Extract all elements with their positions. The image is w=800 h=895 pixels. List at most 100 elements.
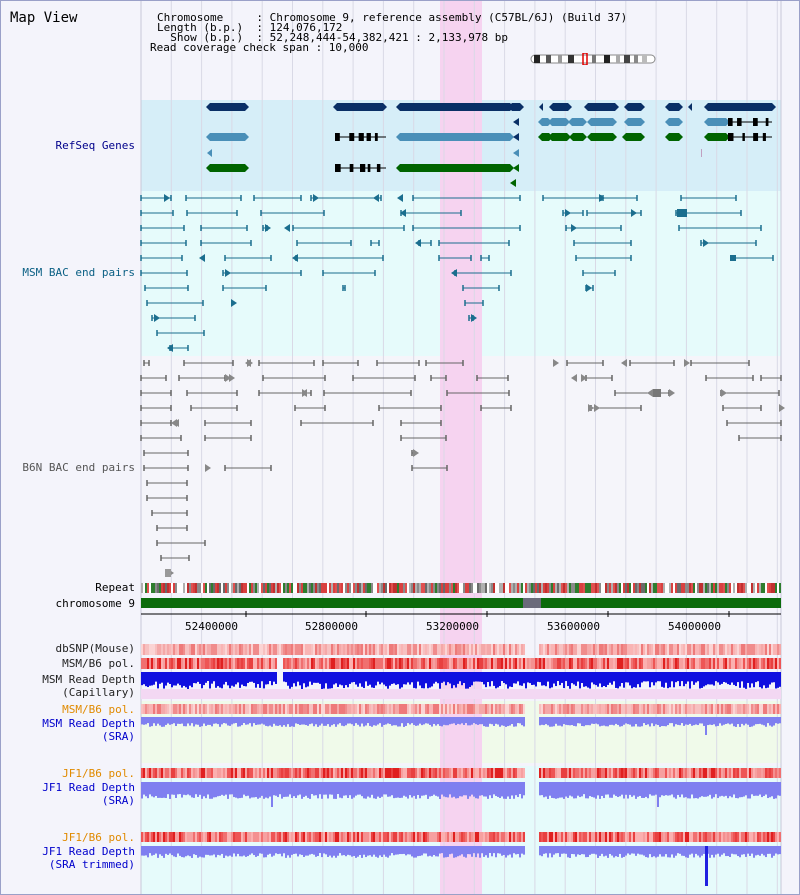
- dbsnp-heat: [313, 644, 315, 655]
- msm-depth-sra: [657, 717, 659, 726]
- msm-pol-sra-heat: [743, 704, 745, 714]
- dbsnp-heat: [623, 644, 625, 655]
- jf1-depth-sra: [451, 782, 453, 798]
- dbsnp-heat: [165, 644, 167, 655]
- dbsnp-heat: [605, 644, 607, 655]
- msm-depth-capillary: [293, 672, 295, 684]
- msm-pol-sra-heat: [427, 704, 429, 714]
- jf1-pol-heat: [703, 768, 705, 778]
- jf1-depth-sra: [707, 782, 709, 797]
- jf1-pol-heat: [371, 768, 373, 778]
- jf1-pol-trim-heat: [631, 832, 633, 842]
- msm-pol-heat: [241, 658, 243, 669]
- msm-pol-heat: [607, 658, 609, 669]
- msm-depth-sra: [459, 717, 461, 725]
- jf1-depth-sra: [467, 782, 469, 799]
- msm-depth-capillary: [399, 672, 401, 689]
- msm-depth-capillary: [703, 672, 705, 687]
- refseq-gene-arrow: [583, 133, 587, 141]
- repeat-segment: [337, 583, 339, 593]
- msm-depth-capillary: [339, 672, 341, 685]
- jf1-depth-sra: [731, 782, 733, 798]
- jf1-depth-spike: [705, 846, 708, 886]
- jf1-depth-trim: [601, 846, 603, 854]
- dbsnp-heat: [303, 644, 305, 655]
- jf1-depth-sra: [721, 782, 723, 796]
- dbsnp-heat: [423, 644, 425, 655]
- jf1-pol-heat: [385, 768, 387, 778]
- msm-depth-capillary: [391, 672, 393, 684]
- jf1-pol-trim-heat: [165, 832, 167, 842]
- refseq-gene-exon: [358, 133, 364, 141]
- msm-depth-capillary: [201, 672, 203, 689]
- msm-depth-sra: [389, 717, 391, 725]
- msm-pol-heat: [503, 658, 505, 669]
- msm-depth-sra: [749, 717, 751, 727]
- jf1-depth-sra: [749, 782, 751, 799]
- jf1-depth-sra: [271, 782, 273, 807]
- jf1-depth-sra: [333, 782, 335, 799]
- jf1-pol-trim-heat: [307, 832, 309, 842]
- jf1-depth-sra: [751, 782, 753, 795]
- msm-depth-sra: [145, 717, 147, 725]
- msm-depth-capillary: [571, 672, 573, 684]
- msm-pol-sra-heat: [595, 704, 597, 714]
- msm-depth-sra: [499, 717, 501, 727]
- repeat-segment: [587, 583, 589, 593]
- msm-bac-end-marker: [373, 194, 379, 202]
- jf1-depth-sra: [581, 782, 583, 797]
- jf1-depth-trim: [683, 846, 685, 856]
- repeat-segment: [423, 583, 425, 593]
- msm-depth-sra: [521, 717, 523, 726]
- jf1-pol-trim-heat: [641, 832, 643, 842]
- jf1-depth-trim: [409, 846, 411, 855]
- jf1-pol-heat: [343, 768, 345, 778]
- chromosome-ideogram[interactable]: [530, 53, 658, 65]
- jf1-pol-trim-heat: [305, 832, 307, 842]
- repeat-segment: [235, 583, 237, 593]
- jf1-depth-trim: [201, 846, 203, 858]
- repeat-segment: [441, 583, 443, 593]
- jf1-depth-trim: [309, 846, 311, 855]
- msm-depth-sra: [579, 717, 581, 724]
- msm-pol-heat: [721, 658, 723, 669]
- msm-depth-capillary: [197, 672, 199, 682]
- msm-pol-heat: [181, 658, 183, 669]
- repeat-segment: [269, 583, 271, 593]
- msm-pol-sra-heat: [375, 704, 377, 714]
- jf1-pol-trim-heat: [375, 832, 377, 842]
- dbsnp-heat: [727, 644, 729, 655]
- jf1-pol-heat: [561, 768, 563, 778]
- msm-pol-heat: [413, 658, 415, 669]
- msm-depth-capillary: [149, 672, 151, 686]
- msm-depth-sra: [211, 717, 213, 727]
- msm-depth-sra: [741, 717, 743, 724]
- jf1-pol-trim-heat: [705, 832, 707, 842]
- jf1-depth-trim: [755, 846, 757, 856]
- msm-depth-capillary: [335, 672, 337, 684]
- jf1-pol-trim-heat: [353, 832, 355, 842]
- track-label-msm-pol: MSM/B6 pol.: [62, 657, 135, 670]
- msm-depth-capillary: [555, 672, 557, 687]
- msm-pol-sra-heat: [481, 704, 483, 714]
- jf1-depth-sra: [239, 782, 241, 799]
- msm-pol-heat: [615, 658, 617, 669]
- msm-depth-sra: [637, 717, 639, 727]
- msm-depth-sra: [365, 717, 367, 726]
- msm-depth-capillary: [689, 672, 691, 689]
- msm-depth-capillary: [261, 672, 263, 682]
- jf1-depth-sra: [327, 782, 329, 799]
- msm-pol-heat: [455, 658, 457, 669]
- msm-pol-heat: [195, 658, 197, 669]
- repeat-segment: [319, 583, 321, 593]
- msm-depth-capillary: [611, 672, 613, 685]
- repeat-segment: [761, 583, 763, 593]
- jf1-pol-trim-heat: [205, 832, 207, 842]
- jf1-depth-sra: [541, 782, 543, 796]
- repeat-segment: [223, 583, 225, 593]
- repeat-segment: [245, 583, 247, 593]
- msm-pol-sra-heat: [189, 704, 191, 714]
- jf1-depth-trim: [193, 846, 195, 855]
- repeat-segment: [363, 583, 365, 593]
